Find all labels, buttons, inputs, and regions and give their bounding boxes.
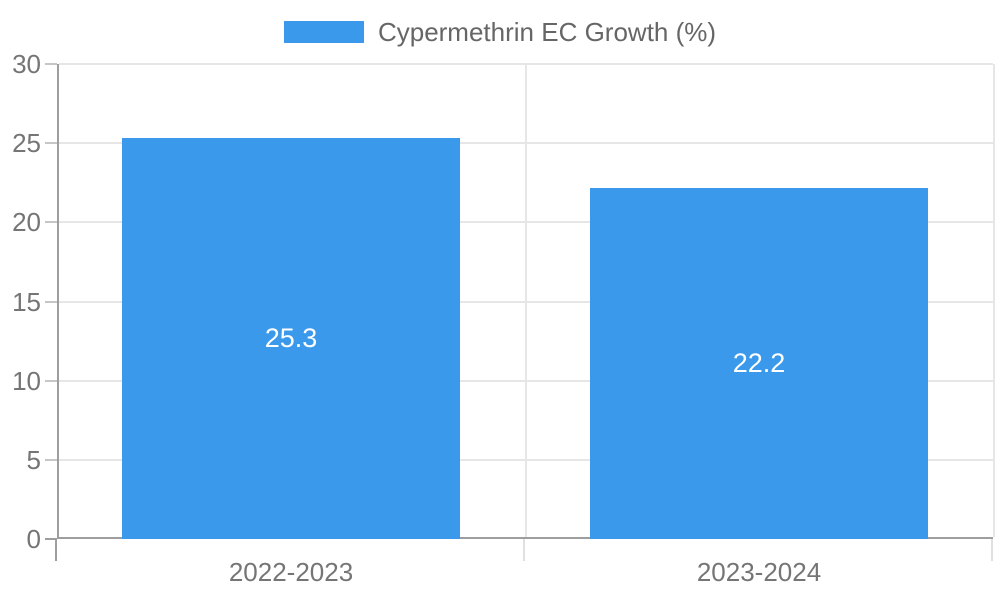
x-tick-boundary-2: [991, 539, 993, 561]
legend-label: Cypermethrin EC Growth (%): [377, 17, 717, 47]
x-tick-boundary-1: [523, 539, 525, 561]
bar-2022-2023: 25.3: [122, 138, 460, 539]
legend: Cypermethrin EC Growth (%): [0, 18, 1000, 46]
y-tick-30: [45, 63, 57, 65]
y-tick-25: [45, 142, 57, 145]
y-axis-label-0: 0: [26, 524, 41, 554]
y-tick-0: [45, 538, 57, 540]
plot-area: [57, 63, 995, 539]
y-tick-5: [45, 458, 57, 461]
y-tick-15: [45, 300, 57, 303]
bar-value-label: 22.2: [732, 347, 786, 378]
y-axis-label-15: 15: [12, 286, 41, 317]
y-tick-20: [45, 221, 57, 224]
gridline-x-boundary-1: [525, 64, 527, 537]
bar-2023-2024: 22.2: [590, 187, 928, 539]
gridline-x-boundary-2: [993, 64, 995, 537]
x-tick-axis-origin: [55, 539, 57, 561]
y-axis-label-30: 30: [12, 49, 41, 79]
x-axis-label-2023-2024: 2023-2024: [696, 557, 822, 587]
x-axis-label-2022-2023: 2022-2023: [228, 557, 354, 587]
y-axis-label-5: 5: [26, 444, 41, 475]
y-axis-label-25: 25: [12, 128, 41, 159]
legend-swatch: [283, 21, 364, 43]
y-axis-label-10: 10: [12, 365, 41, 396]
y-axis-label-20: 20: [12, 207, 41, 238]
y-tick-10: [45, 379, 57, 382]
bar-value-label: 25.3: [264, 323, 318, 354]
